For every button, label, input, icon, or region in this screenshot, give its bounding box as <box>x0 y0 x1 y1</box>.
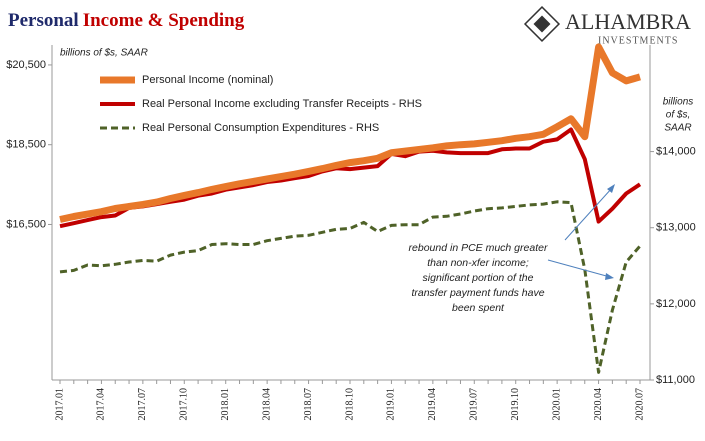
series-line <box>59 200 642 374</box>
x-tick-label: 2019.01 <box>386 388 397 421</box>
y2-axis-label: of $s, <box>666 110 690 121</box>
annotation-text: significant portion of the <box>423 272 534 284</box>
x-tick-label: 2017.10 <box>179 388 190 421</box>
logo-name: ALHAMBRA <box>565 9 691 34</box>
x-tick-label: 2017.01 <box>54 388 65 421</box>
title-part: Personal <box>8 10 79 31</box>
title-part: Income & Spending <box>83 10 245 31</box>
logo-mark <box>523 5 561 43</box>
x-tick-label: 2018.04 <box>261 388 272 421</box>
annotation-text: transfer payment funds have <box>411 287 544 299</box>
annotation-text: than non-xfer income; <box>427 257 529 269</box>
y2-axis-label: billions <box>663 97 694 108</box>
logo-mark <box>533 15 551 33</box>
chart-title: Personal Income & Spending <box>8 10 245 31</box>
y-tick-label: $20,500 <box>6 59 46 71</box>
y-tick-label: $16,500 <box>6 218 46 230</box>
logo-tagline: INVESTMENTS <box>598 35 678 46</box>
annotation-arrowhead <box>605 273 614 280</box>
annotation-arrowhead <box>607 184 615 193</box>
y2-axis-label: SAAR <box>664 123 691 134</box>
y-tick-label: $18,500 <box>6 139 46 151</box>
y2-tick-label: $13,000 <box>656 222 696 234</box>
y2-tick-label: $14,000 <box>656 145 696 157</box>
x-tick-label: 2019.07 <box>469 388 480 421</box>
x-tick-label: 2018.10 <box>344 388 355 421</box>
x-tick-label: 2018.07 <box>303 388 314 421</box>
legend-label: Personal Income (nominal) <box>142 74 273 86</box>
y2-tick-label: $12,000 <box>656 298 696 310</box>
y2-tick-label: $11,000 <box>656 374 695 386</box>
plot <box>59 43 642 374</box>
x-tick-label: 2017.07 <box>137 388 148 421</box>
annotation-text: been spent <box>452 302 505 314</box>
annotation-arrow <box>564 187 613 241</box>
annotation-arrow <box>547 259 611 278</box>
x-tick-label: 2019.10 <box>510 388 521 421</box>
x-tick-label: 2020.01 <box>551 388 562 421</box>
annotation <box>547 184 615 280</box>
x-tick-label: 2019.04 <box>427 388 438 421</box>
x-tick-label: 2020.07 <box>634 388 645 421</box>
annotation-text: rebound in PCE much greater <box>409 242 548 254</box>
x-tick-label: 2018.01 <box>220 388 231 421</box>
logo: ALHAMBRA INVESTMENTS <box>523 5 691 46</box>
legend-label: Real Personal Consumption Expenditures -… <box>142 122 379 134</box>
legend-label: Real Personal Income excluding Transfer … <box>142 98 422 110</box>
series-line <box>59 43 641 223</box>
x-tick-label: 2020.04 <box>593 388 604 421</box>
y-axis-label: billions of $s, SAAR <box>60 48 148 59</box>
x-tick-label: 2017.04 <box>96 388 107 421</box>
